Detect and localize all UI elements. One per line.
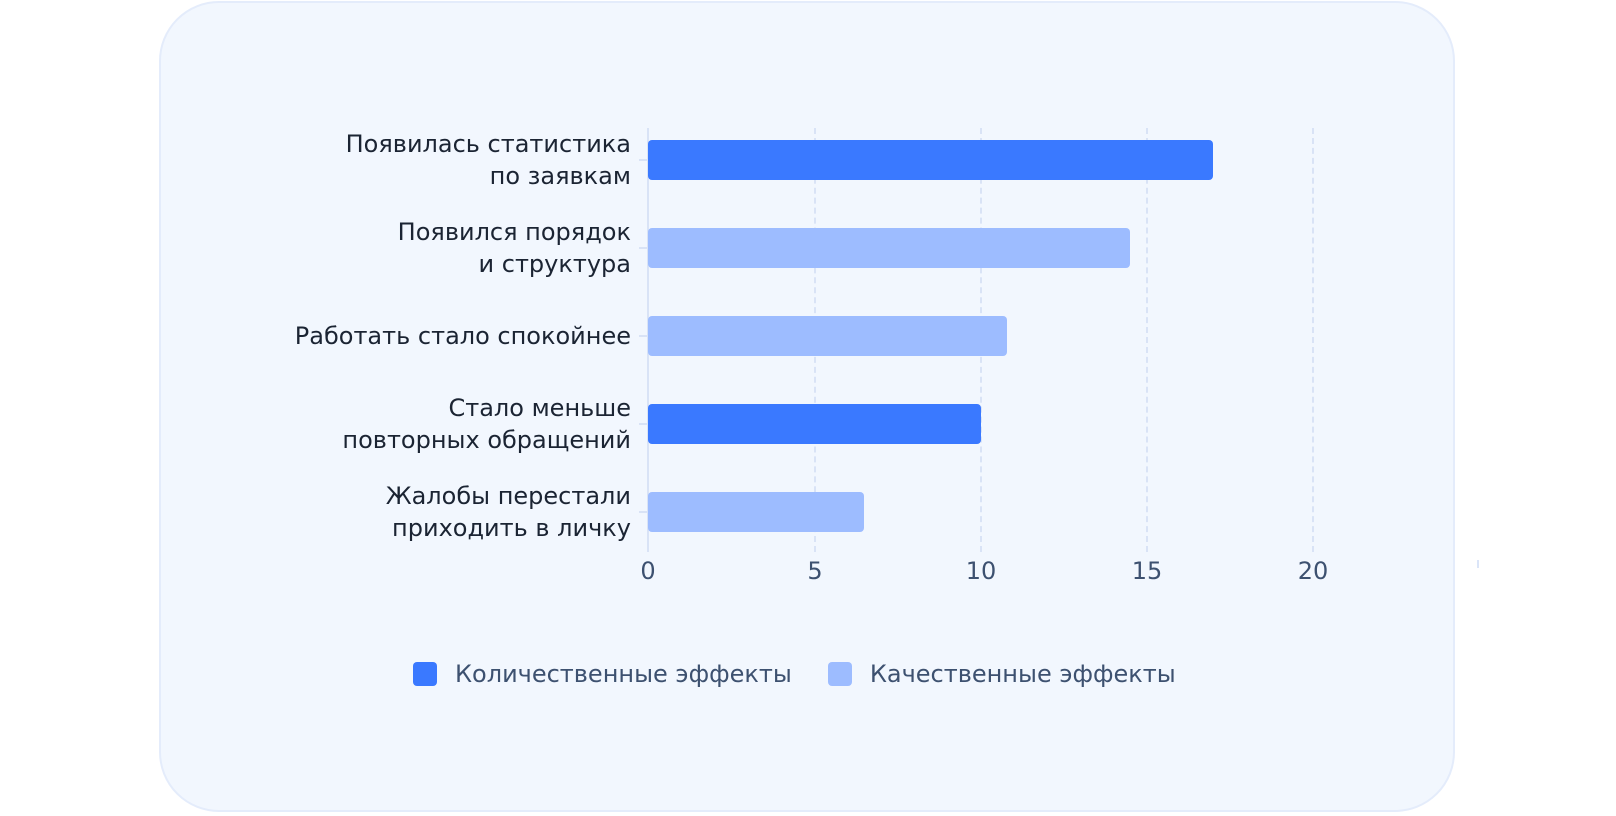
category-label-line: приходить в личку	[392, 514, 631, 542]
x-tick-label: 5	[807, 557, 823, 585]
legend-swatch-icon	[827, 662, 852, 686]
category-label-line: Появился порядок	[397, 218, 631, 246]
category-tick	[639, 335, 648, 337]
legend: Количественные эффекты Качественные эффе…	[413, 658, 1212, 690]
gridline-20	[1312, 128, 1314, 552]
category-label-line: Стало меньше	[448, 394, 631, 422]
gridline-15	[1146, 128, 1148, 552]
legend-swatch-icon	[413, 662, 437, 686]
bar-qualitative	[648, 228, 1131, 268]
category-label-line: Появилась статистика	[345, 130, 631, 158]
bar-quantitative	[648, 404, 981, 444]
category-label-line: Жалобы перестали	[385, 482, 631, 510]
bar-qualitative	[648, 492, 865, 532]
category-label-line: по заявкам	[489, 162, 631, 190]
category-label: Появилась статистика по заявкам	[251, 128, 631, 192]
category-tick	[639, 511, 648, 513]
x-tick-label: 10	[965, 557, 997, 585]
category-tick	[639, 423, 648, 425]
category-label: Работать стало спокойнее	[251, 320, 631, 352]
legend-item-qualitative[interactable]: Качественные эффекты	[827, 658, 1176, 690]
stray-tick-mark	[1477, 560, 1479, 568]
legend-label: Количественные эффекты	[455, 660, 792, 688]
category-label-line: Работать стало спокойнее	[294, 322, 631, 350]
category-tick	[639, 159, 648, 161]
category-label: Жалобы перестали приходить в личку	[251, 480, 631, 544]
x-tick-label: 20	[1297, 557, 1329, 585]
legend-label: Качественные эффекты	[869, 660, 1176, 688]
category-label-line: и структура	[478, 250, 631, 278]
bar-quantitative	[648, 140, 1214, 180]
category-label: Появился порядок и структура	[251, 216, 631, 280]
x-tick-label: 15	[1131, 557, 1163, 585]
category-label-line: повторных обращений	[342, 426, 631, 454]
x-tick-label: 0	[640, 557, 656, 585]
category-label: Стало меньше повторных обращений	[251, 392, 631, 456]
legend-item-quantitative[interactable]: Количественные эффекты	[413, 658, 792, 690]
bar-qualitative	[648, 316, 1008, 356]
category-tick	[639, 247, 648, 249]
